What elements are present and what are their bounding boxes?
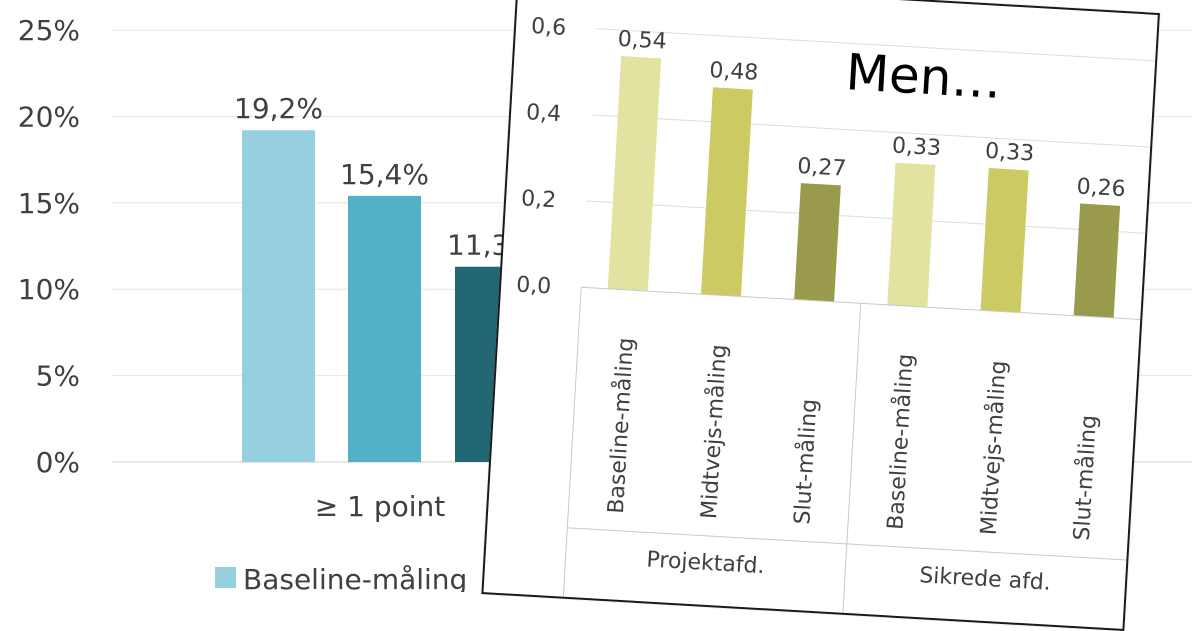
bg-y-tick-label: 0%: [36, 446, 80, 479]
inset-bar: [607, 56, 662, 292]
inset-data-label: 0,33: [984, 139, 1034, 167]
inset-gridline: [596, 28, 1156, 62]
bg-y-tick-label: 20%: [18, 100, 80, 133]
inset-data-label: 0,48: [709, 58, 759, 86]
inset-bar: [794, 183, 841, 302]
inset-category-label: Slut-måling: [1069, 414, 1102, 541]
inset-axis-frame: [562, 286, 1141, 613]
bg-y-axis-ticks: 0% 5% 10% 15% 20% 25%: [18, 14, 80, 479]
inset-y-tick-label: 0,0: [515, 272, 551, 299]
bg-data-label: 19,2%: [234, 92, 323, 125]
bg-category-label: ≥ 1 point: [315, 490, 446, 523]
bg-legend-swatch: [215, 567, 236, 588]
inset-group-labels: Projektafd. Sikrede afd.: [646, 547, 1052, 595]
inset-data-label: 0,54: [617, 27, 667, 55]
inset-category-label: Slut-måling: [789, 398, 822, 525]
inset-bar-chart: 0,0 0,2 0,4 0,6 0,54 0,48 0,27 0,33 0,33 0,26 Ba…: [515, 14, 1156, 613]
bg-bar: [348, 195, 421, 462]
inset-bar: [1073, 203, 1121, 318]
inset-y-tick-label: 0,6: [530, 14, 566, 41]
inset-category-label: Baseline-måling: [882, 353, 918, 530]
inset-bars: [607, 56, 1121, 318]
inset-gridline: [591, 114, 1151, 148]
inset-chart-card: 0,0 0,2 0,4 0,6 0,54 0,48 0,27 0,33 0,33 0,26 Ba…: [481, 0, 1160, 631]
inset-bar: [980, 168, 1029, 313]
inset-category-label: Midtvejs-måling: [696, 344, 732, 520]
inset-group-divider: [562, 287, 582, 597]
inset-bar: [700, 87, 753, 297]
bg-data-label: 15,4%: [340, 158, 429, 191]
inset-data-label: 0,27: [797, 154, 847, 182]
inset-group-separator: [567, 527, 1127, 561]
inset-gridlines: [586, 28, 1156, 234]
inset-y-tick-label: 0,2: [520, 186, 556, 213]
inset-group-divider: [842, 303, 862, 613]
inset-data-labels: 0,54 0,48 0,27 0,33 0,33 0,26: [617, 27, 1126, 202]
inset-data-label: 0,33: [891, 133, 941, 161]
inset-data-label: 0,26: [1076, 174, 1126, 202]
inset-group-label: Projektafd.: [646, 547, 765, 579]
background-bar-chart: 0%5%10%15%20%25% 19,2%15,4%11,3% ≥ 1 poi…: [18, 14, 1192, 592]
inset-category-label: Midtvejs-måling: [976, 360, 1012, 536]
inset-y-axis-ticks: 0,0 0,2 0,4 0,6: [515, 14, 566, 300]
bg-bars: [242, 130, 528, 462]
inset-category-label: Baseline-måling: [603, 337, 639, 514]
inset-title: Men…: [844, 43, 1004, 111]
bg-legend-label: Baseline-måling: [243, 563, 467, 592]
bg-bar: [242, 130, 315, 462]
inset-bar: [887, 162, 936, 308]
bg-y-tick-label: 25%: [18, 14, 80, 47]
inset-y-tick-label: 0,4: [525, 100, 561, 127]
inset-gridline: [586, 200, 1146, 234]
inset-category-labels: Baseline-måling Midtvejs-måling Slut-målin…: [603, 337, 1102, 541]
bg-y-tick-label: 10%: [18, 273, 80, 306]
inset-group-label: Sikrede afd.: [919, 563, 1052, 596]
bg-y-tick-label: 5%: [36, 360, 80, 393]
bg-y-tick-label: 15%: [18, 187, 80, 220]
